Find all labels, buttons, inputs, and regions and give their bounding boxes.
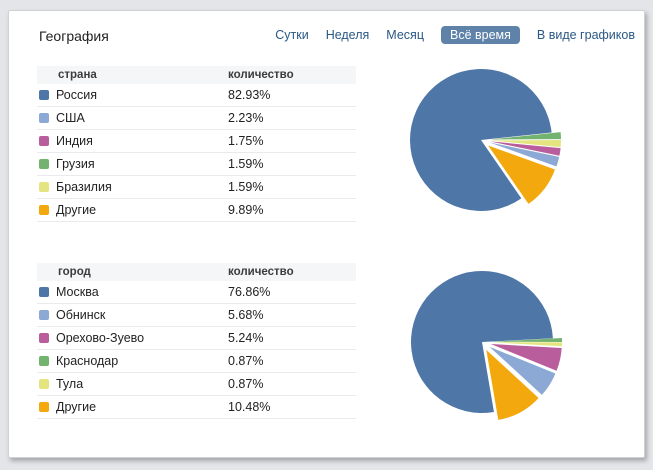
link-view-as-graphs[interactable]: В виде графиков — [536, 28, 635, 42]
country-table-header: страна количество — [37, 66, 356, 84]
city-table-header: город количество — [37, 263, 356, 281]
page-title: География — [39, 28, 109, 44]
geography-panel: География Сутки Неделя Месяц Всё время В… — [8, 10, 645, 458]
legend-color-swatch — [39, 113, 49, 123]
legend-color-swatch — [39, 287, 49, 297]
legend-color-swatch — [39, 90, 49, 100]
column-header-city: город — [58, 266, 91, 278]
table-row: США 2.23% — [37, 107, 356, 130]
pie-slice — [409, 69, 552, 212]
percentage-value: 9.89% — [228, 203, 264, 217]
legend-color-swatch — [39, 136, 49, 146]
city-label: Обнинск — [56, 308, 106, 322]
pie-slice — [488, 145, 555, 204]
country-label: Индия — [56, 134, 93, 148]
legend-color-swatch — [39, 333, 49, 343]
city-label: Москва — [56, 285, 99, 299]
city-table: город количество Москва 76.86% Обнинск 5… — [37, 263, 356, 419]
pie-slice — [489, 346, 556, 395]
pie-slice — [489, 142, 560, 167]
pie-slice — [489, 140, 561, 148]
table-row: Россия 82.93% — [37, 84, 356, 107]
column-header-count: количество — [228, 266, 294, 278]
country-label: Россия — [56, 88, 97, 102]
country-label: США — [56, 111, 85, 125]
legend-color-swatch — [39, 159, 49, 169]
country-label: Грузия — [56, 157, 95, 171]
legend-color-swatch — [39, 310, 49, 320]
legend-color-swatch — [39, 356, 49, 366]
city-label: Другие — [56, 400, 97, 414]
table-row: Тула 0.87% — [37, 373, 356, 396]
table-row: Орехово-Зуево 5.24% — [37, 327, 356, 350]
column-header-count: количество — [228, 69, 294, 81]
percentage-value: 10.48% — [228, 400, 271, 414]
tab-day[interactable]: Сутки — [275, 28, 309, 42]
country-table: страна количество Россия 82.93% США 2.23… — [37, 66, 356, 222]
percentage-value: 1.75% — [228, 134, 264, 148]
city-label: Краснодар — [56, 354, 119, 368]
table-row: Другие 10.48% — [37, 396, 356, 419]
legend-color-swatch — [39, 402, 49, 412]
city-pie-chart — [410, 271, 563, 420]
tab-week[interactable]: Неделя — [325, 28, 370, 42]
percentage-value: 82.93% — [228, 88, 271, 102]
table-row: Обнинск 5.68% — [37, 304, 356, 327]
country-label: Другие — [56, 203, 97, 217]
legend-color-swatch — [39, 205, 49, 215]
percentage-value: 1.59% — [228, 157, 264, 171]
table-row: Другие 9.89% — [37, 199, 356, 222]
percentage-value: 1.59% — [228, 180, 264, 194]
country-pie-chart — [409, 69, 561, 212]
city-label: Тула — [56, 377, 84, 391]
percentage-value: 0.87% — [228, 354, 264, 368]
city-label: Орехово-Зуево — [56, 331, 145, 345]
pie-slice — [491, 338, 563, 342]
table-row: Москва 76.86% — [37, 281, 356, 304]
legend-color-swatch — [39, 182, 49, 192]
country-label: Бразилия — [56, 180, 112, 194]
period-tabs: Сутки Неделя Месяц Всё время В виде граф… — [258, 26, 635, 44]
tab-all-time[interactable]: Всё время — [440, 26, 520, 44]
table-row: Бразилия 1.59% — [37, 176, 356, 199]
pie-slice — [486, 349, 539, 420]
table-row: Индия 1.75% — [37, 130, 356, 153]
table-row: Краснодар 0.87% — [37, 350, 356, 373]
pie-slice — [410, 271, 553, 414]
table-row: Грузия 1.59% — [37, 153, 356, 176]
tab-month[interactable]: Месяц — [386, 28, 424, 42]
pie-slice — [489, 132, 561, 140]
pie-slice — [491, 342, 562, 347]
column-header-country: страна — [58, 69, 97, 81]
percentage-value: 0.87% — [228, 377, 264, 391]
percentage-value: 2.23% — [228, 111, 264, 125]
pie-slice — [489, 141, 561, 156]
percentage-value: 5.24% — [228, 331, 264, 345]
percentage-value: 76.86% — [228, 285, 271, 299]
percentage-value: 5.68% — [228, 308, 264, 322]
pie-slice — [490, 343, 562, 371]
legend-color-swatch — [39, 379, 49, 389]
